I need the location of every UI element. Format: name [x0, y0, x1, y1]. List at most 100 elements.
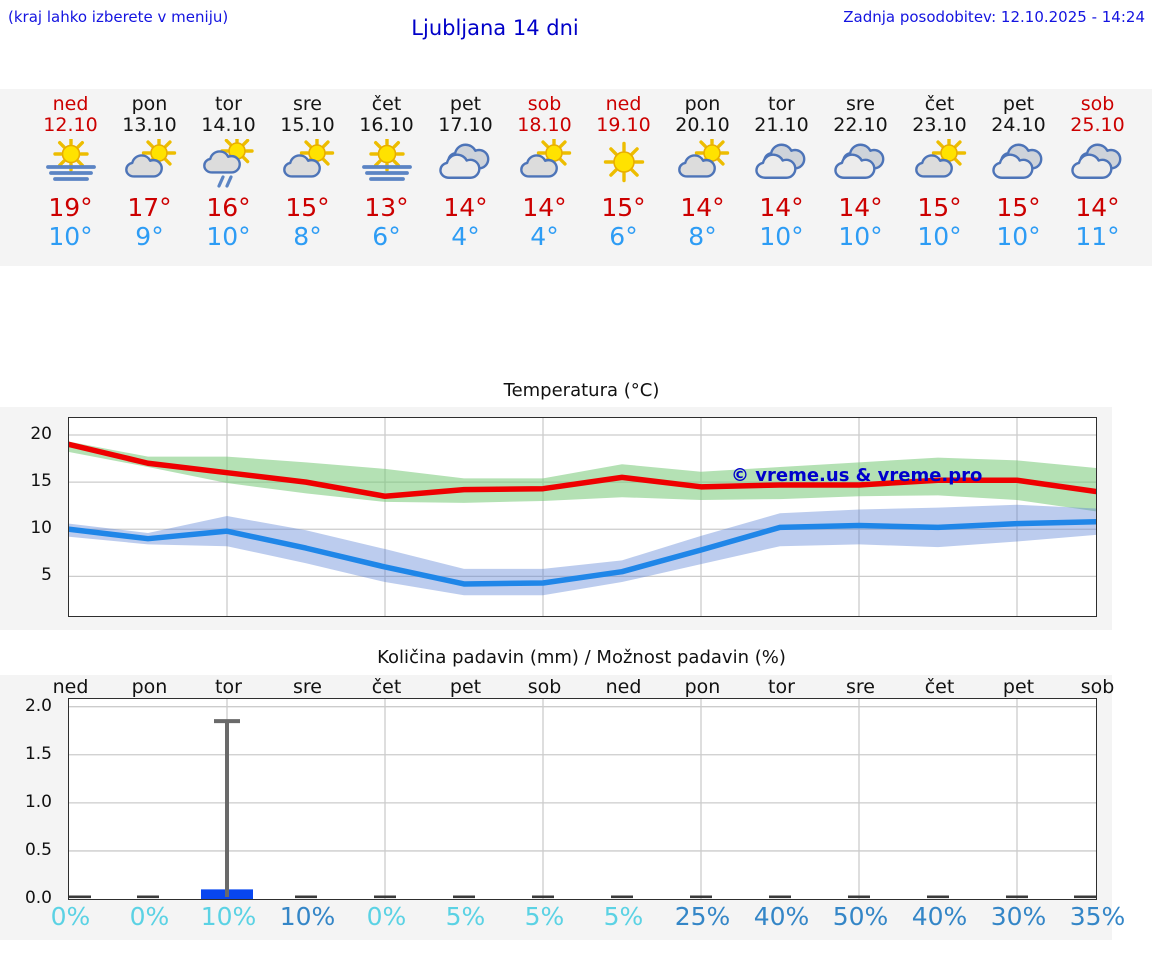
low-temp: 10°	[759, 222, 804, 251]
last-updated: Zadnja posodobitev: 12.10.2025 - 14:24	[843, 8, 1145, 26]
low-temp: 6°	[609, 222, 638, 251]
day-column-pet-17.10[interactable]: pet 17.10 14° 4°	[426, 89, 505, 252]
day-name: tor	[215, 93, 242, 115]
day-column-ned-12.10[interactable]: ned 12.10 19° 10°	[31, 89, 110, 252]
high-temp: 19°	[48, 193, 93, 222]
cloudy-icon	[754, 143, 805, 179]
day-column-sre-22.10[interactable]: sre 22.10 14° 10°	[821, 89, 900, 252]
day-column-pet-24.10[interactable]: pet 24.10 15° 10°	[979, 89, 1058, 252]
precip-probability: 5%	[603, 902, 644, 931]
day-date: 22.10	[833, 114, 888, 136]
weather-icon-slot	[742, 136, 821, 192]
precip-plot-area	[68, 698, 1097, 900]
min-temp-line	[69, 518, 1096, 587]
low-temp: 4°	[530, 222, 559, 251]
day-name: pet	[449, 93, 482, 115]
precip-day-label: sob	[527, 676, 562, 698]
day-column-ned-19.10[interactable]: ned 19.10 15° 6°	[584, 89, 663, 252]
weather-icon-slot	[584, 136, 663, 192]
temp-ytick-10: 10	[30, 518, 52, 539]
zero-precip-tick	[769, 895, 791, 899]
day-name: tor	[768, 93, 795, 115]
precip-probability: 40%	[911, 902, 968, 931]
day-column-čet-23.10[interactable]: čet 23.10 15° 10°	[900, 89, 979, 252]
day-column-pon-20.10[interactable]: pon 20.10 14° 8°	[663, 89, 742, 252]
day-date: 12.10	[43, 114, 98, 136]
zero-precip-tick	[690, 895, 712, 899]
day-name: sre	[846, 93, 875, 115]
day-date: 19.10	[596, 114, 651, 136]
low-temp: 8°	[293, 222, 322, 251]
zero-precip-tick	[69, 895, 91, 899]
day-column-pon-13.10[interactable]: pon 13.10 17° 9°	[110, 89, 189, 252]
cloudy-icon	[991, 143, 1042, 179]
weather-icon-slot	[110, 135, 189, 192]
day-date: 18.10	[517, 114, 572, 136]
high-temp: 15°	[996, 193, 1041, 222]
precip-day-label: sre	[846, 676, 875, 698]
cloudy-icon	[833, 143, 884, 179]
day-name: čet	[924, 93, 955, 115]
cloudy-icon	[438, 143, 489, 179]
precip-probability-row: 0% 0% 10% 10% 0% 5% 5% 5% 25% 40% 50% 40% 30% 35%	[31, 902, 1137, 931]
high-temp: 14°	[1075, 193, 1120, 222]
precip-day-label: pet	[449, 676, 482, 698]
high-temp: 15°	[601, 193, 646, 222]
precip-ytick-1.5: 1.5	[24, 743, 52, 764]
day-name: pon	[684, 93, 721, 115]
low-temp: 11°	[1075, 222, 1120, 251]
zero-precip-tick	[374, 895, 396, 899]
day-column-sre-15.10[interactable]: sre 15.10 15° 8°	[268, 89, 347, 252]
zero-precip-tick	[295, 895, 317, 899]
day-column-sob-18.10[interactable]: sob 18.10 14° 4°	[505, 89, 584, 252]
sunny-icon	[603, 141, 644, 183]
precip-day-label: ned	[52, 676, 89, 698]
day-column-čet-16.10[interactable]: čet 16.10 13° 6°	[347, 89, 426, 252]
zero-precip-tick	[453, 895, 475, 899]
weather-icon-slot	[979, 136, 1058, 192]
low-temp: 10°	[996, 222, 1041, 251]
weather-icon-slot	[31, 136, 110, 192]
low-temp: 4°	[451, 222, 480, 251]
precip-probability: 10%	[200, 902, 257, 931]
max-range-band	[69, 441, 1096, 512]
partly-icon	[124, 135, 176, 178]
high-temp: 15°	[285, 193, 330, 222]
temp-ytick-5: 5	[41, 565, 52, 586]
high-temp: 14°	[522, 193, 567, 222]
low-temp: 10°	[48, 222, 93, 251]
precip-day-label: ned	[605, 676, 642, 698]
temp-chart-title: Temperatura (°C)	[503, 380, 660, 401]
high-temp: 14°	[838, 193, 883, 222]
day-column-tor-14.10[interactable]: tor 14.10 16° 10°	[189, 89, 268, 252]
low-temp: 10°	[917, 222, 962, 251]
weather-icon-slot	[189, 134, 268, 192]
partly-icon	[282, 135, 334, 178]
day-column-sob-25.10[interactable]: sob 25.10 14° 11°	[1058, 89, 1137, 252]
day-columns: ned 12.10 19° 10° pon 13.10 17° 9° tor 14.10 16°…	[31, 89, 1137, 252]
precip-day-label: tor	[215, 676, 242, 698]
day-date: 25.10	[1070, 114, 1125, 136]
zero-precip-tick	[611, 895, 633, 899]
weather-icon-slot	[900, 135, 979, 192]
day-date: 13.10	[122, 114, 177, 136]
low-temp: 9°	[135, 222, 164, 251]
high-temp: 14°	[680, 193, 725, 222]
precip-day-label: pon	[684, 676, 721, 698]
precip-day-label: pet	[1002, 676, 1035, 698]
sun-fog-icon	[361, 136, 412, 181]
day-name: čet	[371, 93, 402, 115]
day-column-tor-21.10[interactable]: tor 21.10 14° 10°	[742, 89, 821, 252]
precip-ytick-0.5: 0.5	[24, 839, 52, 860]
high-temp: 14°	[759, 193, 804, 222]
day-name: pet	[1002, 93, 1035, 115]
watermark-link[interactable]: © vreme.us & vreme.pro	[731, 465, 983, 486]
partly-icon	[519, 135, 571, 178]
partly-icon	[677, 135, 729, 178]
weather-icon-slot	[505, 135, 584, 192]
day-name: ned	[52, 93, 89, 115]
low-temp: 10°	[838, 222, 883, 251]
precip-day-label: sob	[1080, 676, 1115, 698]
max-temp-line	[69, 441, 1096, 500]
day-name: sob	[1080, 93, 1115, 115]
